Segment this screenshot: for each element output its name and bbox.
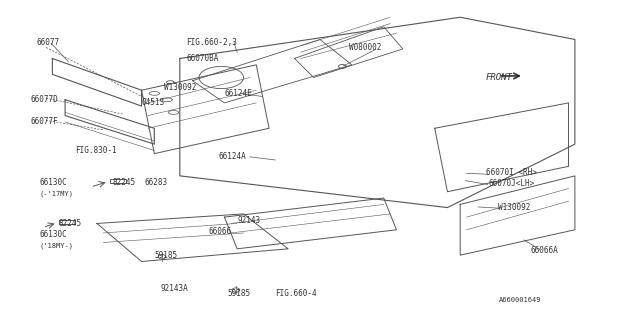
Text: 66077F: 66077F: [30, 117, 58, 126]
Text: 0451S: 0451S: [141, 99, 164, 108]
Text: 82245: 82245: [59, 219, 82, 228]
Text: 82245: 82245: [113, 178, 136, 187]
Text: FIG.660-2,3: FIG.660-2,3: [186, 38, 237, 47]
Text: 66130C: 66130C: [40, 178, 67, 187]
Text: 66066A: 66066A: [531, 246, 558, 255]
Text: 66124A: 66124A: [218, 152, 246, 161]
Text: 66070I <RH>: 66070I <RH>: [486, 168, 536, 177]
Text: 66070J<LH>: 66070J<LH>: [489, 179, 535, 188]
Text: ('18MY-): ('18MY-): [40, 243, 74, 249]
Text: 66124E: 66124E: [225, 89, 252, 98]
Text: 66066: 66066: [209, 227, 232, 236]
Text: 66077: 66077: [36, 38, 60, 47]
Text: FRONT: FRONT: [486, 73, 513, 82]
Text: (-'17MY): (-'17MY): [40, 190, 74, 196]
Text: 66070BA: 66070BA: [186, 54, 218, 63]
Text: W130092: W130092: [164, 83, 196, 92]
Text: 66130C: 66130C: [40, 230, 67, 239]
Text: W080002: W080002: [349, 43, 381, 52]
Text: 92143: 92143: [237, 216, 260, 225]
Text: 66077D: 66077D: [30, 95, 58, 104]
Text: FIG.660-4: FIG.660-4: [275, 289, 317, 298]
Text: 92143A: 92143A: [161, 284, 188, 293]
Text: A660001649: A660001649: [499, 297, 541, 303]
Text: 66283: 66283: [145, 178, 168, 187]
Text: W130092: W130092: [499, 203, 531, 212]
Text: 59185: 59185: [228, 289, 251, 298]
Text: 59185: 59185: [154, 251, 177, 260]
Text: FIG.830-1: FIG.830-1: [75, 146, 116, 155]
